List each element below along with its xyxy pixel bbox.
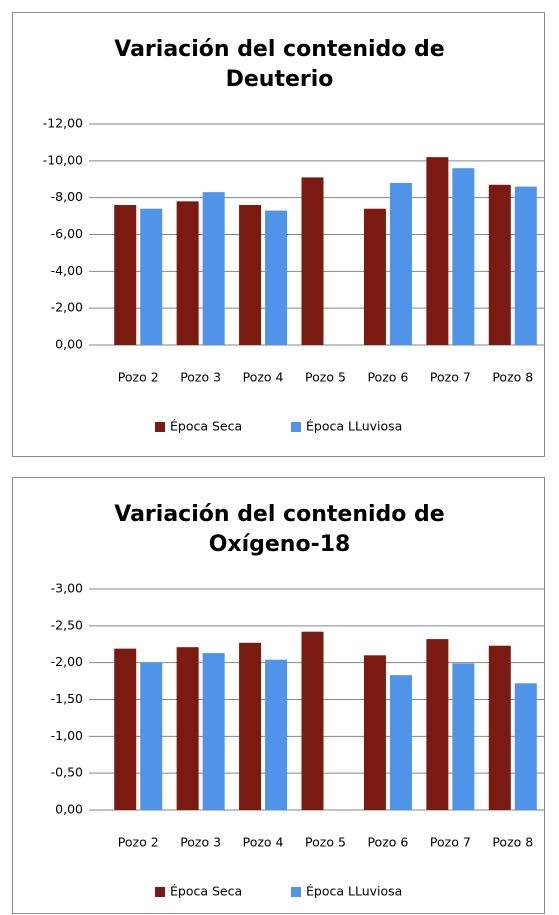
bar — [176, 647, 199, 810]
x-tick-label: Pozo 6 — [367, 835, 408, 850]
bar — [452, 663, 475, 810]
bar — [265, 659, 288, 810]
x-tick-label: Pozo 8 — [492, 835, 533, 850]
bar — [488, 184, 511, 345]
bar — [389, 182, 412, 345]
bar — [301, 631, 324, 810]
bar — [114, 205, 137, 345]
y-tick-label: -2,50 — [51, 617, 83, 632]
chart-title-wrap: Variación del contenido de Deuterio — [13, 35, 546, 95]
bar — [114, 648, 137, 810]
x-tick-label: Pozo 8 — [492, 370, 533, 385]
x-tick-label: Pozo 6 — [367, 370, 408, 385]
chart: -3,00 -2,50 -2,00 -1,50 -1,00 -0,50 0,00 Pozo 2… — [51, 581, 544, 899]
y-tick-label: -10,00 — [43, 152, 83, 167]
bar — [239, 642, 262, 810]
chart-title: Variación del contenido de Oxígeno-18 — [114, 502, 445, 557]
y-tick-label: -6,00 — [51, 226, 83, 241]
bar — [239, 205, 262, 345]
y-tick-label: -12,00 — [43, 116, 83, 131]
legend-label: Época LLuviosa — [306, 419, 402, 434]
y-tick-label: -2,00 — [51, 300, 83, 315]
x-tick-label: Pozo 5 — [305, 370, 346, 385]
chart: -12,00 -10,00 -8,00 -6,00 -4,00 -2,00 0,00 Pozo… — [43, 116, 544, 434]
y-tick-label: -4,00 — [51, 263, 83, 278]
bar — [363, 208, 386, 345]
bar — [426, 639, 449, 810]
x-tick-label: Pozo 4 — [243, 370, 284, 385]
bar — [488, 645, 511, 810]
bar — [301, 177, 324, 345]
y-tick-label: -1,00 — [51, 728, 83, 743]
x-tick-label: Pozo 7 — [430, 835, 471, 850]
bar — [202, 192, 225, 345]
y-tick-label: 0,00 — [55, 337, 83, 352]
y-tick-label: 0,00 — [55, 802, 83, 817]
y-tick-label: -8,00 — [51, 189, 83, 204]
bar — [140, 208, 163, 345]
legend-label: Época LLuviosa — [306, 884, 402, 899]
y-tick-label: -3,00 — [51, 581, 83, 596]
legend-swatch — [155, 422, 165, 432]
bar — [265, 210, 288, 345]
bar — [363, 655, 386, 810]
chart-panel: Variación del contenido de Deuterio -12,… — [12, 12, 545, 457]
legend-swatch — [291, 887, 301, 897]
x-tick-label: Pozo 5 — [305, 835, 346, 850]
x-tick-label: Pozo 2 — [118, 370, 159, 385]
bar — [514, 186, 537, 345]
bar — [452, 168, 475, 345]
x-tick-label: Pozo 3 — [180, 370, 221, 385]
x-tick-label: Pozo 3 — [180, 835, 221, 850]
bar — [426, 157, 449, 345]
y-tick-label: -0,50 — [51, 765, 83, 780]
bar — [176, 201, 199, 345]
bar — [202, 653, 225, 810]
chart-panel: Variación del contenido de Oxígeno-18 -3… — [12, 477, 545, 914]
y-tick-label: -1,50 — [51, 691, 83, 706]
legend-swatch — [291, 422, 301, 432]
legend-label: Época Seca — [170, 884, 242, 899]
legend-label: Época Seca — [170, 419, 242, 434]
bar — [140, 662, 163, 810]
bar — [389, 675, 412, 810]
chart-title: Variación del contenido de Deuterio — [114, 37, 445, 92]
y-tick-label: -2,00 — [51, 654, 83, 669]
x-tick-label: Pozo 4 — [243, 835, 284, 850]
bar — [514, 683, 537, 810]
chart-title-wrap: Variación del contenido de Oxígeno-18 — [13, 500, 546, 560]
x-tick-label: Pozo 7 — [430, 370, 471, 385]
x-tick-label: Pozo 2 — [118, 835, 159, 850]
legend-swatch — [155, 887, 165, 897]
